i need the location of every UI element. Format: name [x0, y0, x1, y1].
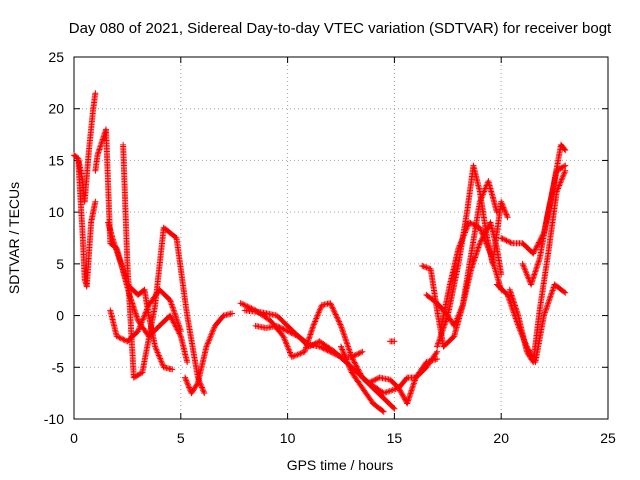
x-axis-label: GPS time / hours: [287, 457, 394, 473]
series-arc-e: [120, 141, 208, 397]
point-markers: [107, 286, 184, 345]
series-arc-f: [107, 286, 184, 345]
point-markers: [120, 141, 208, 397]
x-tick-label: 25: [600, 430, 616, 446]
point-markers: [182, 310, 236, 397]
chart-title: Day 080 of 2021, Sidereal Day-to-day VTE…: [69, 20, 612, 37]
series-arc-t: [506, 167, 569, 366]
y-tick-label: 25: [48, 49, 64, 65]
data-points: [71, 90, 569, 415]
y-tick-label: -10: [44, 411, 64, 427]
series-arc-q: [438, 219, 505, 329]
series-arc-u: [519, 162, 569, 288]
series-arc-j: [252, 322, 366, 360]
series-arc-g: [182, 310, 236, 397]
y-tick-label: -5: [52, 359, 65, 375]
y-axis-label: SDTVAR / TECUs: [6, 182, 22, 294]
point-markers: [338, 343, 387, 415]
y-tick-label: 0: [56, 308, 64, 324]
x-tick-label: 10: [280, 430, 296, 446]
x-tick-label: 5: [177, 430, 185, 446]
x-tick-label: 15: [387, 430, 403, 446]
y-tick-label: 5: [56, 256, 64, 272]
point-markers: [71, 90, 99, 205]
point-markers: [365, 356, 441, 407]
series-arc-k: [338, 343, 387, 415]
series-arc-m: [387, 338, 398, 345]
plot-frame: [73, 56, 609, 420]
y-tick-label: 20: [48, 101, 64, 117]
series-arc-l: [365, 356, 441, 407]
series-arc-a: [71, 90, 99, 205]
tick-labels: 0 5 10 15 20 25 -10 -5 0 5 10 15 20 25: [44, 49, 616, 446]
point-markers: [438, 219, 505, 329]
point-markers: [506, 167, 569, 366]
y-tick-label: 10: [48, 204, 64, 220]
x-tick-label: 20: [493, 430, 509, 446]
point-markers: [252, 322, 366, 360]
axis-ticks: [73, 56, 609, 420]
x-tick-label: 0: [70, 430, 78, 446]
point-markers: [75, 157, 99, 290]
series-arc-b: [75, 157, 99, 290]
point-markers: [519, 162, 569, 288]
y-tick-label: 15: [48, 152, 64, 168]
point-markers: [387, 338, 398, 345]
